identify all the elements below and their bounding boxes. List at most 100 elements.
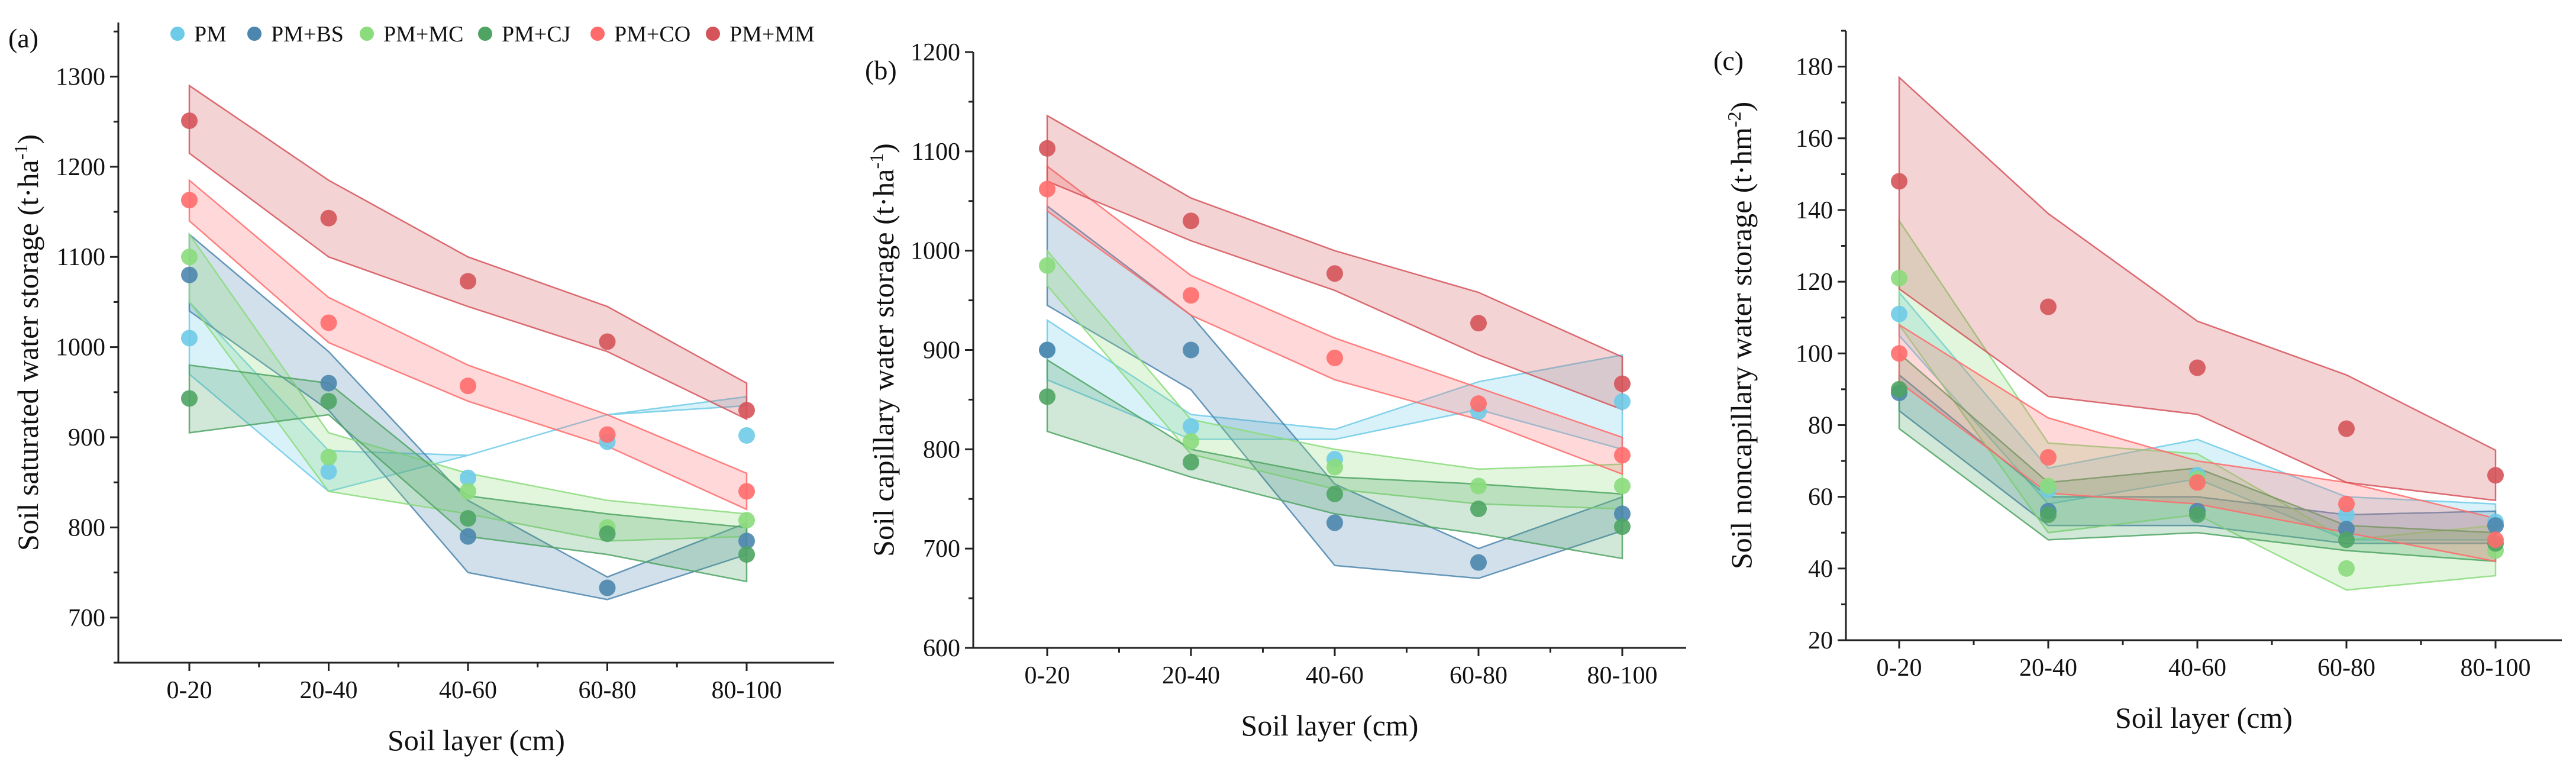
- point-pm-mm-0-20: [1039, 140, 1055, 157]
- y-tick-label: 1000: [56, 334, 105, 362]
- x-tick-label: 60-80: [1450, 662, 1507, 689]
- point-pm-80-100: [738, 427, 755, 444]
- point-pm-mc-20-40: [320, 448, 337, 466]
- point-pm-mm-20-40: [320, 209, 337, 227]
- point-pm-mc-20-40: [1183, 433, 1199, 450]
- point-pm-cj-60-80: [2338, 531, 2355, 548]
- panel-label: (c): [1713, 46, 1744, 76]
- panel-label: (a): [8, 23, 38, 53]
- point-pm-0-20: [1891, 305, 1907, 322]
- point-pm-40-60: [460, 469, 476, 486]
- point-pm-cj-20-40: [320, 393, 337, 410]
- point-pm-cj-40-60: [2189, 506, 2206, 523]
- point-pm-cj-40-60: [1326, 485, 1343, 502]
- y-tick-label: 700: [68, 605, 105, 632]
- point-pm-20-40: [1183, 418, 1199, 435]
- y-tick-label: 40: [1808, 556, 1833, 583]
- legend-label: PM+CO: [614, 22, 690, 47]
- point-pm-mm-0-20: [181, 112, 198, 130]
- y-tick-label: 600: [923, 635, 960, 662]
- y-tick-label: 800: [68, 514, 105, 541]
- x-tick-label: 80-100: [712, 677, 782, 704]
- legend-swatch: [360, 27, 374, 41]
- point-pm-0-20: [181, 330, 198, 347]
- legend-label: PM+MM: [729, 22, 815, 47]
- point-pm-co-20-40: [2040, 449, 2057, 466]
- legend-item-pm-co: PM+CO: [590, 22, 690, 47]
- legend-item-pm-cj: PM+CJ: [478, 22, 571, 47]
- legend-item-pm-mm: PM+MM: [706, 22, 815, 47]
- band-pm-mm: [1898, 75, 2497, 502]
- point-pm-bs-40-60: [460, 528, 476, 545]
- point-pm-mc-60-80: [2338, 560, 2355, 577]
- y-tick-label: 160: [1796, 125, 1833, 153]
- chart-panel-2: 600 700 800 900 1000 1100 1200 0-20 20-40 40-60 60…: [865, 39, 1686, 742]
- point-pm-mm-40-60: [1326, 265, 1343, 282]
- y-tick-label: 1200: [911, 39, 960, 66]
- legend-label: PM+CJ: [502, 22, 571, 47]
- point-pm-20-40: [320, 463, 337, 480]
- point-pm-cj-0-20: [181, 390, 198, 407]
- point-pm-co-0-20: [181, 192, 198, 209]
- legend-label: PM+MC: [383, 22, 464, 47]
- point-pm-co-80-100: [2487, 531, 2504, 548]
- point-pm-bs-80-100: [2487, 517, 2504, 534]
- point-pm-mm-60-80: [599, 333, 616, 350]
- legend-swatch: [247, 27, 262, 41]
- point-pm-co-20-40: [1183, 287, 1199, 304]
- x-tick-label: 60-80: [2317, 654, 2375, 682]
- legend-swatch: [706, 27, 720, 41]
- x-axis-title: Soil layer (cm): [388, 724, 565, 757]
- point-pm-mc-20-40: [2040, 477, 2057, 495]
- y-tick-label: 1000: [911, 238, 960, 265]
- x-tick-label: 60-80: [579, 677, 637, 704]
- x-tick-label: 40-60: [2168, 654, 2226, 682]
- point-pm-mm-80-100: [2487, 467, 2504, 484]
- x-tick-label: 40-60: [1306, 662, 1364, 689]
- legend: PM PM+BS PM+MC PM+CJ PM+CO PM+MM: [170, 22, 815, 47]
- point-pm-mc-40-60: [1326, 459, 1343, 476]
- point-pm-mm-80-100: [738, 402, 755, 419]
- x-tick-label: 80-100: [2461, 654, 2531, 682]
- point-pm-co-20-40: [320, 314, 337, 331]
- point-pm-mm-60-80: [2338, 420, 2355, 437]
- chart-panel-1: 700 800 900 1000 1100 1200 1300 0-20 20-40 40-60 6…: [8, 22, 834, 757]
- x-tick-label: 20-40: [300, 677, 358, 704]
- point-pm-co-40-60: [1326, 349, 1343, 366]
- y-tick-label: 900: [68, 424, 105, 451]
- legend-swatch: [170, 27, 185, 41]
- point-pm-bs-80-100: [1614, 505, 1631, 522]
- y-tick-label: 100: [1796, 340, 1833, 367]
- panel-label: (b): [865, 55, 897, 85]
- points: [1891, 173, 2504, 577]
- point-pm-mc-60-80: [1470, 477, 1487, 495]
- y-tick-label: 700: [923, 535, 960, 563]
- point-pm-co-0-20: [1039, 180, 1055, 198]
- point-pm-mm-80-100: [1614, 375, 1631, 392]
- legend-label: PM: [194, 22, 227, 47]
- point-pm-co-80-100: [1614, 447, 1631, 464]
- bands: [1046, 114, 1623, 579]
- legend-item-pm-bs: PM+BS: [247, 22, 344, 47]
- y-tick-label: 20: [1808, 627, 1833, 654]
- x-tick-label: 80-100: [1587, 662, 1658, 689]
- y-tick-label: 1100: [912, 138, 960, 166]
- point-pm-mc-40-60: [460, 483, 476, 500]
- point-pm-co-60-80: [599, 426, 616, 443]
- point-pm-bs-80-100: [738, 533, 755, 550]
- y-tick-label: 900: [923, 337, 960, 364]
- y-tick-label: 800: [923, 436, 960, 463]
- points: [1039, 140, 1631, 571]
- x-tick-label: 0-20: [1877, 654, 1922, 682]
- y-tick-label: 180: [1796, 54, 1833, 81]
- point-pm-bs-20-40: [320, 375, 337, 392]
- point-pm-bs-40-60: [1326, 514, 1343, 531]
- x-tick-label: 0-20: [167, 677, 212, 704]
- point-pm-bs-20-40: [1183, 341, 1199, 359]
- y-tick-label: 120: [1796, 269, 1833, 296]
- point-pm-co-0-20: [1891, 345, 1907, 362]
- x-tick-label: 20-40: [2019, 654, 2077, 682]
- point-pm-bs-0-20: [181, 266, 198, 283]
- y-tick-label: 140: [1796, 197, 1833, 224]
- y-tick-label: 80: [1808, 412, 1833, 439]
